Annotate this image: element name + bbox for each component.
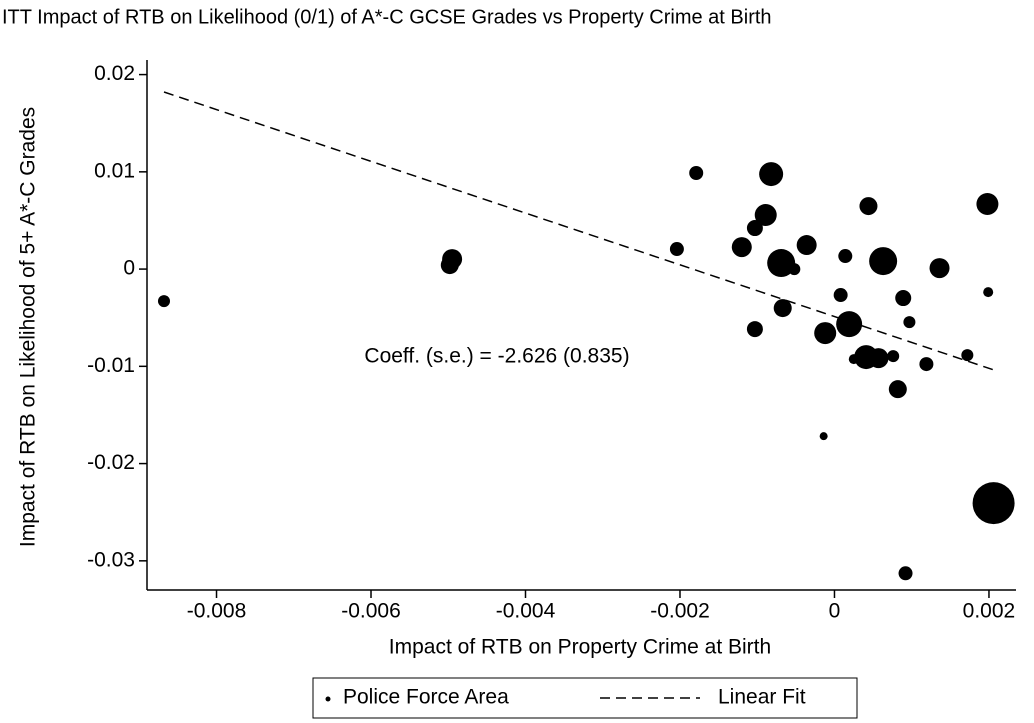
legend-label: Police Force Area: [343, 686, 509, 709]
point: [859, 197, 878, 216]
point: [972, 482, 1015, 525]
point: [868, 348, 889, 369]
legend-marker: [325, 696, 331, 702]
point: [833, 288, 848, 303]
y-tick-label: 0: [123, 257, 135, 280]
point: [838, 249, 853, 264]
point: [895, 290, 912, 307]
legend-box: [312, 677, 858, 719]
point: [961, 349, 974, 362]
point: [754, 204, 777, 227]
point: [819, 432, 828, 441]
point: [887, 350, 900, 363]
x-tick-label: 0.002: [963, 600, 1016, 623]
point: [898, 566, 913, 581]
x-tick-label: -0.008: [187, 600, 247, 623]
y-tick-label: -0.02: [87, 451, 135, 474]
point: [746, 321, 763, 338]
point: [848, 354, 859, 365]
point: [888, 380, 907, 399]
x-axis-label: Impact of RTB on Property Crime at Birth: [389, 636, 771, 659]
fit-line: [163, 91, 995, 371]
point: [440, 256, 459, 275]
legend-label: Linear Fit: [718, 686, 806, 709]
y-tick-label: 0.02: [94, 62, 135, 85]
point: [773, 299, 792, 318]
point: [983, 287, 994, 298]
point: [746, 220, 763, 237]
point: [919, 357, 934, 372]
chart-title: ITT Impact of RTB on Likelihood (0/1) of…: [2, 6, 772, 28]
point: [788, 263, 801, 276]
point: [157, 295, 170, 308]
y-axis-label: Impact of RTB on Likelihood of 5+ A*-C G…: [17, 107, 40, 547]
x-tick-label: -0.006: [341, 600, 401, 623]
point: [759, 162, 784, 187]
point: [836, 311, 863, 338]
point: [814, 322, 837, 345]
y-tick-label: -0.03: [87, 548, 135, 571]
x-tick-label: 0: [829, 600, 841, 623]
point: [903, 316, 916, 329]
x-tick-label: -0.002: [650, 600, 710, 623]
annotation: Coeff. (s.e.) = -2.626 (0.835): [364, 345, 629, 368]
y-tick-label: -0.01: [87, 354, 135, 377]
point: [929, 258, 950, 279]
point: [767, 249, 796, 278]
x-tick-label: -0.004: [496, 600, 556, 623]
y-tick-label: 0.01: [94, 159, 135, 182]
point: [796, 235, 817, 256]
point: [669, 242, 684, 257]
point: [869, 247, 898, 276]
point: [731, 237, 752, 258]
point: [976, 193, 999, 216]
point: [689, 166, 704, 181]
